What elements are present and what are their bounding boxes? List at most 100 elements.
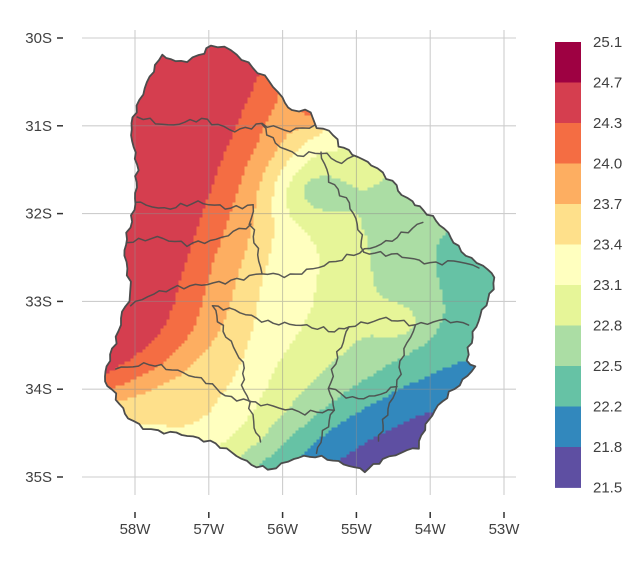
contour-band-cell <box>214 256 245 260</box>
contour-band-cell <box>205 292 233 296</box>
contour-band-cell <box>105 238 194 242</box>
contour-band-cell <box>259 286 317 290</box>
contour-band-cell <box>232 379 269 383</box>
department-boundary-line <box>211 383 262 443</box>
contour-band-cell <box>247 163 269 167</box>
contour-band-cell <box>172 352 203 356</box>
contour-band-cell <box>105 442 221 446</box>
contour-band-cell <box>241 262 269 266</box>
contour-band-cell <box>184 424 242 428</box>
contour-band-cell <box>105 172 218 176</box>
contour-band-cell <box>214 178 242 182</box>
contour-band-cell <box>337 94 398 98</box>
contour-band-cell <box>316 76 344 80</box>
contour-band-cell <box>259 184 275 188</box>
contour-band-cell <box>130 85 254 89</box>
contour-band-cell <box>358 382 410 386</box>
y-axis-tick-label: 33S <box>25 293 52 310</box>
contour-band-cell <box>325 433 380 437</box>
contour-band-cell <box>493 238 495 242</box>
contour-band-cell <box>436 247 495 251</box>
contour-band-cell <box>388 103 495 107</box>
contour-band-cell <box>274 367 326 371</box>
contour-band-cell <box>286 160 308 164</box>
contour-band-cell <box>310 382 359 386</box>
contour-band-cell <box>105 454 200 458</box>
contour-band-cell <box>316 412 356 416</box>
contour-band-cell <box>295 55 326 59</box>
contour-band-cell <box>475 355 495 359</box>
contour-band-cell <box>214 337 251 341</box>
contour-band-cell <box>105 295 176 299</box>
contour-band-cell <box>286 190 305 194</box>
contour-band-cell <box>283 139 308 143</box>
contour-band-cell <box>436 265 495 269</box>
contour-band-cell <box>442 298 495 302</box>
department-boundary-line <box>261 123 355 165</box>
contour-band-cell <box>166 358 197 362</box>
contour-band-cell <box>112 127 236 131</box>
contour-band-cell <box>109 403 215 407</box>
contour-band-cell <box>121 109 242 113</box>
contour-band-cell <box>244 355 284 359</box>
contour-band-cell <box>289 184 305 188</box>
contour-band-cell <box>352 142 458 146</box>
contour-band-cell <box>105 265 185 269</box>
contour-band-cell <box>105 169 218 173</box>
contour-band-cell <box>256 406 290 410</box>
contour-band-cell <box>433 334 495 338</box>
contour-band-cell <box>187 337 215 341</box>
x-axis-tick-label: 57W <box>193 521 225 538</box>
contour-band-cell <box>322 61 350 65</box>
contour-band-cell <box>105 322 167 326</box>
contour-band-cell <box>340 82 407 86</box>
contour-band-cell <box>172 304 203 308</box>
contour-band-cell <box>101 374 104 377</box>
contour-band-cell <box>208 412 251 416</box>
contour-band-cell <box>358 187 368 191</box>
contour-band-cell <box>268 379 314 383</box>
contour-band-cell <box>172 307 200 311</box>
contour-band-cell <box>256 196 272 200</box>
contour-band-cell <box>166 322 197 326</box>
contour-band-cell <box>190 364 239 368</box>
contour-band-cell <box>247 100 278 104</box>
contour-band-cell <box>247 340 293 344</box>
contour-band-cell <box>271 196 287 200</box>
contour-band-cell <box>331 400 377 404</box>
contour-band-cell <box>280 172 296 176</box>
contour-band-cell <box>105 187 212 191</box>
contour-band-cell <box>274 235 311 239</box>
contour-band-cell <box>316 247 368 251</box>
contour-band-cell <box>436 262 495 266</box>
contour-band-cell <box>391 100 495 104</box>
contour-band-cell <box>105 100 125 104</box>
contour-band-cell <box>319 436 374 440</box>
contour-band-cell <box>340 97 395 101</box>
contour-band-cell <box>105 394 137 398</box>
contour-band-cell <box>169 355 200 359</box>
contour-band-cell <box>238 121 266 125</box>
contour-band-cell <box>280 88 317 92</box>
contour-band-cell <box>253 325 302 329</box>
contour-band-cell <box>178 346 209 350</box>
contour-band-cell <box>274 421 308 425</box>
contour-band-cell <box>229 217 254 221</box>
contour-band-cell <box>319 268 371 272</box>
contour-band-cell <box>217 247 248 251</box>
contour-band-cell <box>238 274 263 278</box>
contour-band-cell <box>271 424 305 428</box>
contour-band-cell <box>274 193 287 197</box>
contour-band-cell <box>190 244 221 248</box>
contour-band-cell <box>283 469 326 473</box>
contour-band-cell <box>451 364 495 368</box>
contour-band-cell <box>235 430 269 434</box>
department-boundary-line <box>136 116 316 133</box>
contour-band-cell <box>251 473 281 476</box>
contour-band-cell <box>355 139 479 143</box>
contour-band-cell <box>105 424 119 428</box>
contour-band-cell <box>105 271 182 275</box>
contour-band-cell <box>373 271 437 275</box>
contour-band-cell <box>202 301 230 305</box>
contour-band-cell <box>105 367 116 371</box>
